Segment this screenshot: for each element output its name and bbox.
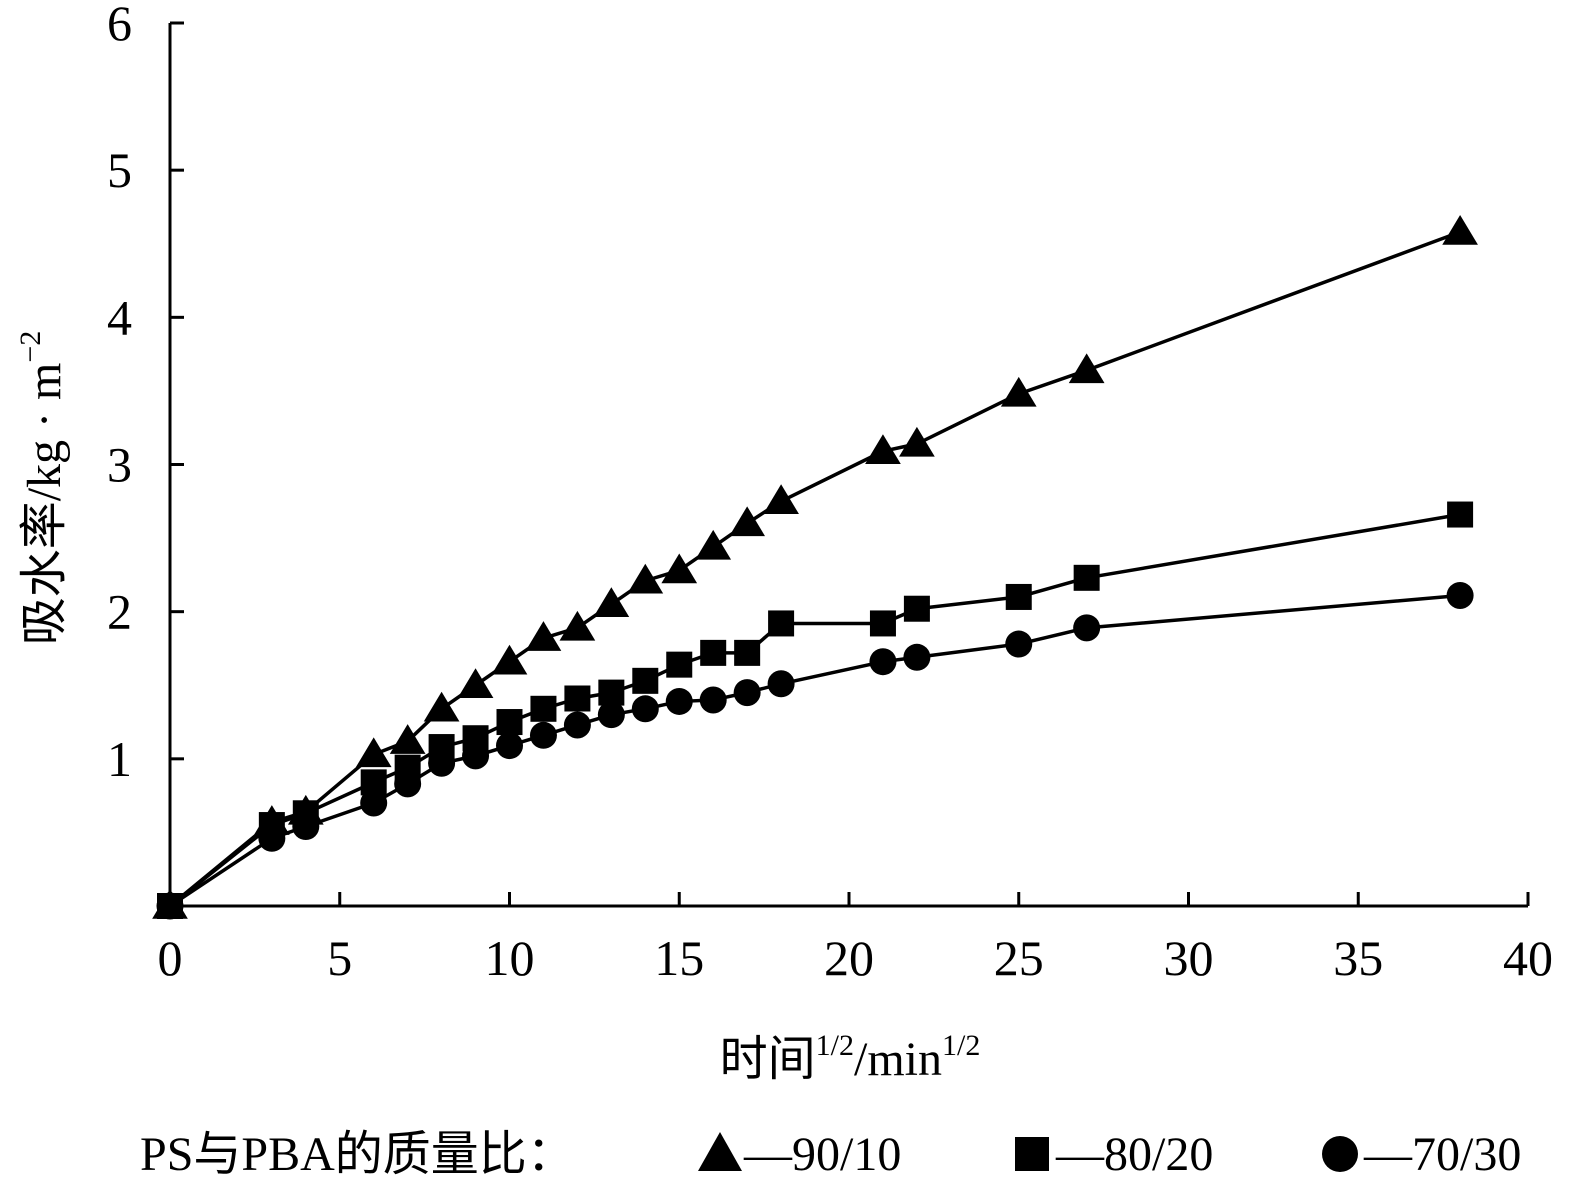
data-point-square	[496, 709, 523, 736]
y-tick-label: 1	[107, 731, 132, 787]
data-point-circle	[1073, 614, 1101, 642]
data-point-circle	[1005, 630, 1033, 658]
x-tick-label: 35	[1333, 930, 1383, 986]
data-point-square	[666, 651, 693, 678]
x-tick-label: 15	[654, 930, 704, 986]
y-tick-label: 2	[107, 584, 132, 640]
x-tick-label: 0	[158, 930, 183, 986]
data-point-circle	[767, 670, 795, 698]
data-point-circle	[292, 813, 320, 841]
data-point-triangle	[525, 621, 562, 651]
data-point-square	[530, 695, 557, 722]
data-point-triangle	[355, 737, 392, 768]
data-point-circle	[156, 892, 184, 920]
data-point-circle	[394, 770, 422, 798]
y-axis-title-sup: −2	[14, 331, 47, 363]
legend-label: —70/30	[1363, 1128, 1521, 1181]
data-point-triangle	[1000, 376, 1037, 407]
data-point-triangle	[491, 644, 528, 675]
y-tick-label: 5	[107, 142, 132, 198]
x-tick-label: 10	[485, 930, 535, 986]
data-point-circle	[496, 732, 523, 760]
data-point-triangle	[695, 529, 732, 560]
data-point-circle	[1446, 581, 1474, 609]
data-point-triangle	[559, 610, 596, 641]
data-point-square	[564, 685, 591, 712]
data-point-square	[700, 639, 727, 666]
data-point-square	[1005, 583, 1032, 610]
series-circle	[156, 581, 1474, 920]
data-point-triangle	[865, 434, 901, 465]
data-point-circle	[631, 695, 659, 723]
data-point-triangle	[423, 691, 460, 722]
legend-label: —80/20	[1055, 1128, 1213, 1181]
x-tick-label: 5	[327, 930, 352, 986]
data-point-circle	[699, 686, 727, 714]
y-tick-label: 4	[107, 289, 132, 345]
data-point-triangle	[1442, 214, 1478, 245]
legend-marker-square	[1015, 1137, 1049, 1171]
data-point-triangle	[627, 563, 664, 594]
data-point-circle	[462, 742, 490, 770]
data-point-circle	[563, 711, 591, 739]
data-point-triangle	[457, 668, 494, 698]
data-point-triangle	[729, 506, 765, 537]
legend-marker-triangle	[698, 1132, 742, 1171]
data-point-circle	[258, 824, 286, 852]
data-point-triangle	[763, 484, 799, 515]
y-tick-label: 6	[107, 0, 132, 51]
series-layer	[152, 214, 1478, 920]
data-point-square	[869, 610, 896, 637]
y-axis-title-main: 吸水率/kg · m	[18, 363, 71, 646]
data-point-triangle	[661, 553, 698, 584]
data-point-circle	[665, 687, 693, 715]
y-tick-label: 3	[107, 437, 132, 493]
data-point-triangle	[593, 587, 630, 618]
legend-entry-triangle: —90/10	[698, 1128, 901, 1181]
data-point-circle	[428, 749, 456, 777]
data-point-circle	[360, 789, 388, 817]
x-tick-label: 20	[824, 930, 874, 986]
legend: PS与PBA的质量比： —90/10 —80/20 —70/30	[140, 1128, 1521, 1181]
data-point-square	[1073, 564, 1100, 591]
series-line	[169, 593, 1461, 908]
x-axis-title: 时间1/2/min1/2	[720, 1029, 981, 1086]
series-triangle	[152, 214, 1478, 919]
x-axis-title-unit: /min	[854, 1033, 942, 1086]
series-square	[157, 501, 1474, 919]
x-tick-label: 30	[1164, 930, 1214, 986]
legend-prefix: PS与PBA的质量比：	[140, 1128, 575, 1181]
data-point-triangle	[899, 426, 935, 457]
y-axis-title: 吸水率/kg · m−2	[14, 331, 71, 646]
data-point-circle	[869, 648, 897, 676]
legend-entry-square: —80/20	[1015, 1128, 1213, 1181]
data-point-square	[1447, 501, 1474, 528]
x-axis-title-main: 时间	[720, 1033, 816, 1086]
legend-label: —90/10	[743, 1128, 901, 1181]
axes: 0 5 10 15 20 25 30 35 40 1 2 3 4 5 6	[107, 0, 1553, 986]
x-tick-label: 40	[1503, 930, 1553, 986]
legend-marker-circle	[1322, 1136, 1358, 1172]
data-point-square	[768, 610, 795, 637]
x-axis-title-sup1: 1/2	[816, 1029, 854, 1062]
x-axis-title-sup2: 1/2	[942, 1029, 980, 1062]
data-point-square	[734, 639, 761, 666]
data-point-circle	[733, 679, 761, 707]
x-tick-label: 25	[994, 930, 1044, 986]
series-line	[168, 512, 1461, 908]
data-point-triangle	[1068, 353, 1105, 384]
data-point-circle	[903, 643, 931, 671]
data-point-square	[903, 595, 930, 622]
legend-entry-circle: —70/30	[1322, 1128, 1521, 1181]
data-point-circle	[529, 721, 557, 749]
data-point-circle	[597, 701, 625, 729]
data-point-triangle	[389, 724, 426, 754]
data-point-square	[632, 667, 659, 694]
